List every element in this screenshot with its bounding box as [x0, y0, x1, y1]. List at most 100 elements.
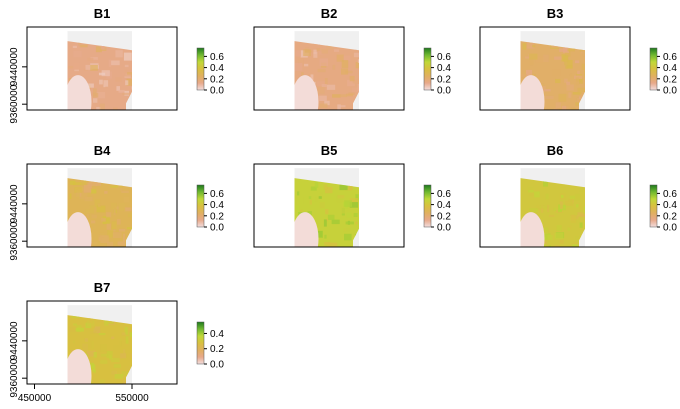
raster-cell [88, 181, 98, 187]
raster-cell [545, 193, 549, 200]
legend-tick-label: 0.2 [210, 211, 224, 222]
raster-cell [86, 340, 94, 348]
raster-cell [123, 233, 126, 242]
raster-cell [324, 100, 330, 106]
raster-cell [309, 199, 312, 205]
raster-cell [78, 41, 81, 46]
raster-cell [522, 43, 527, 50]
panel-frame [479, 26, 631, 111]
raster-cell [542, 227, 549, 235]
raster-cell [99, 103, 105, 110]
raster-cell [341, 68, 349, 75]
raster-cell [547, 204, 550, 213]
raster-cell [326, 43, 334, 50]
raster-cell [555, 78, 561, 84]
raster-cell [527, 186, 534, 191]
legend-tick-label: 0.4 [437, 63, 451, 74]
raster-cell [527, 42, 535, 49]
legend-tick-label: 0.6 [210, 52, 224, 63]
raster-cell [317, 86, 325, 94]
raster-cell [102, 216, 110, 225]
raster-cell [347, 79, 355, 87]
raster-cell [120, 353, 127, 359]
raster-cell [565, 65, 573, 69]
raster-cell [341, 60, 349, 68]
legend-tick-label: 0.2 [437, 74, 451, 85]
raster-cell [344, 188, 352, 191]
raster-cell [106, 223, 111, 230]
raster-cell [100, 344, 107, 352]
legend-bar [649, 184, 658, 228]
raster-cell [118, 203, 125, 211]
raster-cell [553, 207, 556, 211]
raster-cell [358, 42, 359, 48]
raster-cell [321, 49, 328, 54]
raster-cell [575, 77, 580, 86]
raster-cell [69, 180, 76, 185]
raster-cell [332, 94, 341, 98]
raster-cell [98, 234, 102, 241]
raster-cell [574, 60, 580, 64]
raster-cell [115, 77, 122, 82]
raster-cell [106, 212, 112, 218]
panel-title: B5 [321, 143, 338, 158]
raster-cell [568, 225, 572, 230]
raster-cell [520, 74, 527, 78]
raster-cell [95, 46, 102, 53]
legend-tick-label: 0.6 [663, 52, 677, 63]
raster-cell [99, 232, 105, 238]
y-tick-label: 9360000 [9, 358, 20, 397]
legend-bar [196, 47, 205, 91]
raster-cell [349, 75, 355, 82]
raster-cell [93, 352, 97, 358]
raster-cell [74, 69, 79, 72]
panel-frame [253, 163, 405, 248]
panel-frame [26, 26, 178, 111]
raster-cell [85, 209, 90, 214]
legend-tick-label: 0.6 [210, 189, 224, 200]
raster-cell [304, 50, 312, 53]
y-tick-label: 9440000 [9, 184, 20, 223]
raster-cell [584, 180, 585, 187]
raster-cell [125, 336, 129, 344]
raster-cell [297, 191, 300, 196]
raster-cell [563, 55, 569, 62]
raster-cell [129, 63, 132, 69]
pale-region [67, 349, 92, 384]
y-tick-label: 9360000 [9, 84, 20, 123]
raster-cell [110, 202, 117, 210]
raster-cell [72, 182, 82, 186]
raster-cell [96, 106, 102, 110]
raster-cell [344, 200, 352, 207]
raster-cell [122, 92, 131, 95]
raster-cell [350, 217, 353, 222]
raster-cell [559, 201, 563, 209]
raster-cell [316, 81, 325, 87]
raster-cell [579, 49, 585, 52]
raster-cell [298, 58, 304, 64]
raster-cell [130, 327, 132, 330]
raster-cells [67, 178, 132, 247]
raster-cell [539, 205, 548, 209]
raster-cell [548, 245, 551, 247]
legend-tick-label: 0.4 [210, 200, 224, 211]
raster-cell [125, 80, 129, 86]
legend-tick-label: 0.4 [437, 200, 451, 211]
raster-cell [100, 235, 109, 244]
raster-cell [576, 204, 579, 208]
raster-cell [574, 75, 583, 79]
raster-cell [117, 241, 126, 246]
raster-cell [121, 190, 129, 193]
raster-cell [76, 192, 80, 199]
raster-cell [91, 341, 94, 349]
raster-cell [294, 62, 303, 71]
raster-cell [108, 59, 112, 67]
raster-cell [328, 242, 338, 247]
raster-cell [129, 332, 132, 337]
raster-cell [88, 316, 93, 324]
raster-cell [572, 244, 579, 247]
raster-cell [574, 193, 581, 201]
panel-b6: B6 0.60.40.20.0 [479, 143, 677, 248]
raster-cell [547, 235, 553, 240]
